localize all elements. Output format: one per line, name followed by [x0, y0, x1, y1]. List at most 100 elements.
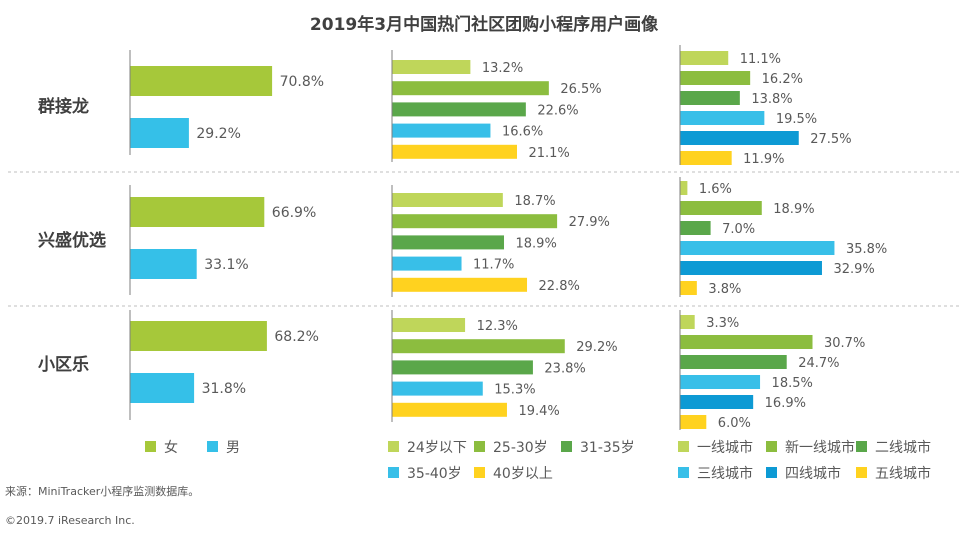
legend-label: 三线城市 — [697, 465, 753, 482]
bar — [680, 221, 711, 235]
chart-title: 2019年3月中国热门社区团购小程序用户画像 — [310, 14, 659, 35]
legend-swatch — [766, 441, 777, 452]
bar — [680, 375, 761, 389]
bar — [680, 201, 762, 215]
data-label: 19.5% — [776, 112, 817, 127]
data-label: 29.2% — [196, 126, 240, 142]
source-note: 来源：MiniTracker小程序监测数据库。 — [5, 484, 199, 498]
bar — [392, 381, 483, 396]
legend-label: 男 — [226, 440, 240, 456]
bar — [392, 102, 526, 117]
bar — [130, 197, 265, 227]
data-label: 11.1% — [740, 52, 781, 67]
legend-label: 一线城市 — [697, 439, 753, 456]
bar — [130, 373, 195, 403]
data-label: 18.9% — [516, 236, 557, 251]
bar — [680, 395, 754, 409]
bar — [392, 60, 471, 74]
category-label: 小区乐 — [38, 355, 89, 375]
legend-label: 31-35岁 — [580, 440, 635, 456]
legend-swatch — [856, 467, 867, 478]
bar — [680, 51, 729, 65]
legend-swatch — [388, 467, 399, 478]
data-label: 6.0% — [718, 416, 751, 431]
legend-label: 女 — [164, 439, 178, 456]
legends: 女 男 24岁以下 25-30岁 31-35岁 35-40岁 40岁以上 一线城市 新一线城市 二… — [145, 439, 931, 482]
legend-label: 二线城市 — [875, 439, 931, 456]
bar — [392, 144, 517, 159]
data-label: 13.8% — [751, 92, 792, 107]
data-label: 16.9% — [765, 396, 806, 411]
data-label: 13.2% — [482, 61, 523, 76]
legend-label: 五线城市 — [875, 465, 931, 482]
bar — [680, 261, 822, 275]
data-label: 18.7% — [514, 194, 555, 209]
bar — [680, 355, 787, 369]
data-label: 70.8% — [280, 74, 324, 90]
data-label: 66.9% — [272, 205, 316, 221]
legend-swatch — [474, 467, 485, 478]
legend-label: 35-40岁 — [407, 466, 462, 482]
bar — [680, 131, 799, 145]
category-label: 群接龙 — [38, 96, 89, 117]
data-label: 21.1% — [528, 146, 569, 161]
bar — [392, 235, 505, 250]
data-label: 68.2% — [274, 329, 318, 345]
data-labels: 70.8% 29.2% 66.9% 33.1% 68.2% 31.8% 13.2% 26.5%… — [196, 52, 887, 431]
axis-lines — [129, 45, 681, 430]
bar — [392, 402, 507, 417]
data-label: 1.6% — [699, 182, 732, 197]
bar — [392, 277, 528, 292]
bar — [392, 360, 533, 375]
bar — [680, 315, 695, 329]
legend-label: 40岁以上 — [493, 466, 553, 482]
bar — [130, 321, 267, 351]
legend-label: 24岁以下 — [407, 440, 467, 456]
data-label: 30.7% — [824, 336, 865, 351]
data-label: 16.2% — [762, 72, 803, 87]
bar — [680, 181, 688, 195]
bar — [680, 415, 707, 429]
legend-swatch — [678, 467, 689, 478]
legend-swatch — [388, 441, 399, 452]
data-label: 32.9% — [833, 262, 874, 277]
bar — [680, 335, 813, 349]
data-label: 22.8% — [539, 279, 580, 294]
bar — [680, 151, 732, 165]
bar — [680, 71, 751, 85]
copyright-note: ©2019.7 iResearch Inc. — [5, 514, 135, 527]
data-label: 3.3% — [706, 316, 739, 331]
bar — [392, 81, 549, 96]
bar — [680, 241, 835, 255]
bar — [130, 66, 273, 96]
data-label: 27.5% — [810, 132, 851, 147]
data-label: 23.8% — [544, 361, 585, 376]
bar — [392, 318, 466, 332]
data-label: 22.6% — [537, 103, 578, 118]
data-label: 3.8% — [708, 282, 741, 297]
data-label: 19.4% — [518, 404, 559, 419]
data-label: 15.3% — [494, 383, 535, 398]
bar — [680, 91, 740, 105]
legend-swatch — [766, 467, 777, 478]
legend-swatch — [561, 441, 572, 452]
data-label: 12.3% — [477, 319, 518, 334]
data-label: 18.5% — [772, 376, 813, 391]
legend-swatch — [207, 441, 218, 452]
category-label: 兴盛优选 — [38, 230, 106, 251]
data-label: 27.9% — [569, 215, 610, 230]
legend-swatch — [145, 441, 156, 452]
bar — [392, 339, 565, 354]
data-label: 29.2% — [576, 340, 617, 355]
bar — [392, 193, 503, 207]
legend-swatch — [474, 441, 485, 452]
legend-swatch — [678, 441, 689, 452]
data-label: 33.1% — [204, 257, 248, 273]
legend-label: 新一线城市 — [785, 439, 855, 456]
data-label: 24.7% — [798, 356, 839, 371]
data-label: 35.8% — [846, 242, 887, 257]
bar — [680, 281, 697, 295]
data-label: 11.7% — [473, 258, 514, 273]
